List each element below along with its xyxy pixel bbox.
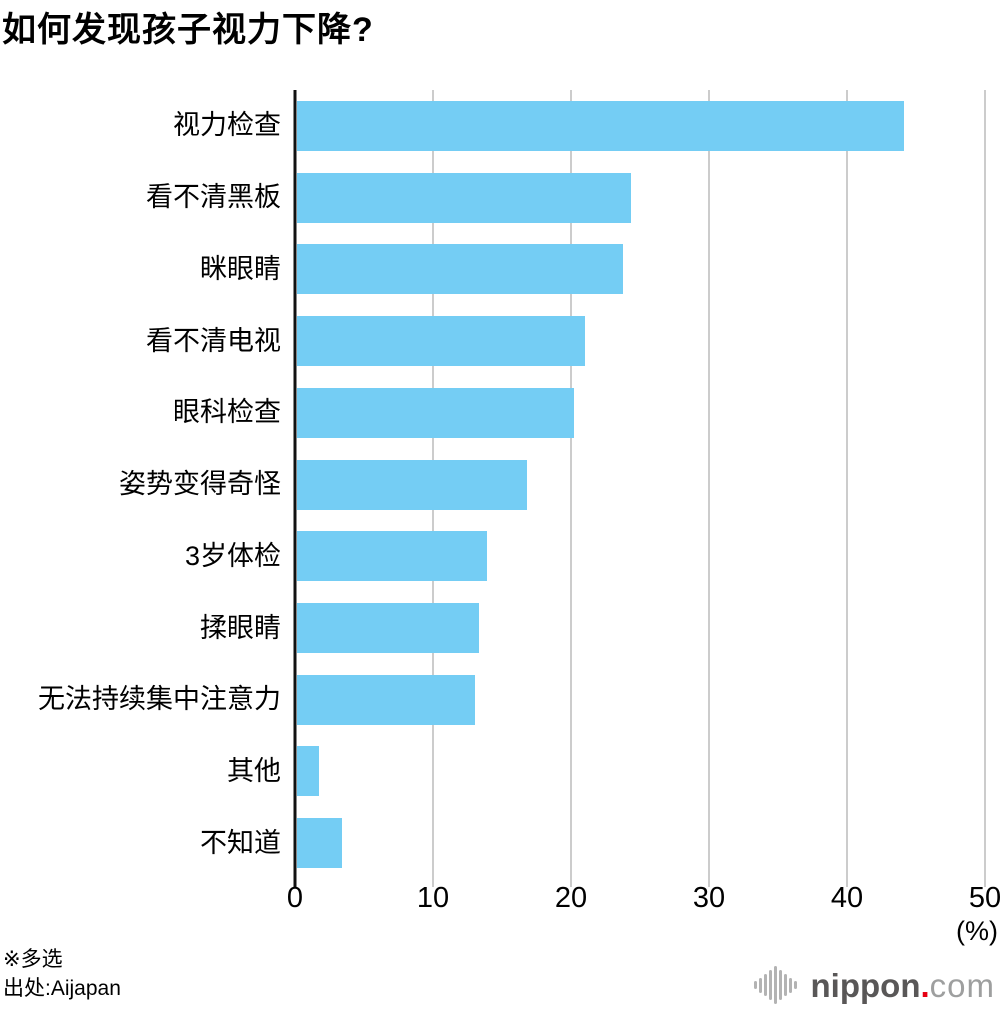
chart-row: 姿势变得奇怪 [0, 449, 985, 521]
bar-track [297, 387, 985, 438]
logo-tld: com [929, 966, 995, 1004]
chart-row: 不知道 [0, 807, 985, 879]
soundwave-bar [773, 966, 777, 1004]
nippon-logo: nippon.com [753, 960, 995, 1010]
logo-brand: nippon [810, 966, 921, 1004]
x-tick-label: 20 [554, 882, 588, 914]
bar-8 [297, 603, 479, 653]
chart-title: 如何发现孩子视力下降? [2, 11, 374, 49]
soundwave-bar [768, 970, 772, 1000]
footnote-multiselect: ※多选 [3, 948, 63, 971]
axis-unit-label: (%) [956, 916, 998, 946]
soundwave-bar [778, 970, 782, 1000]
gridline [570, 90, 572, 887]
chart-row: 揉眼睛 [0, 592, 985, 664]
category-label: 视力检查 [173, 110, 281, 141]
bar-track [297, 746, 985, 797]
soundwave-bar [763, 974, 767, 996]
category-label: 无法持续集中注意力 [38, 684, 281, 715]
bar-track [297, 674, 985, 725]
chart-row: 3岁体检 [0, 520, 985, 592]
bar-11 [297, 818, 343, 869]
category-label: 姿势变得奇怪 [119, 469, 281, 500]
bar-track [297, 100, 985, 151]
y-axis-line [293, 90, 297, 887]
bar-9 [297, 674, 475, 725]
category-label: 看不清黑板 [146, 182, 281, 213]
bar-track [297, 316, 985, 367]
category-label: 揉眼睛 [200, 612, 281, 643]
bar-7 [297, 531, 487, 582]
bar-5 [297, 387, 574, 438]
category-label: 其他 [227, 755, 281, 786]
bar-10 [297, 746, 320, 797]
x-tick-label: 30 [692, 882, 726, 914]
category-label: 看不清电视 [146, 325, 281, 356]
bar-track [297, 818, 985, 869]
gridline [708, 90, 710, 887]
chart-row: 看不清电视 [0, 305, 985, 377]
soundwave-bar [793, 981, 797, 989]
category-label: 3岁体检 [184, 540, 281, 571]
x-tick-label: 10 [416, 882, 450, 914]
bar-track [297, 459, 985, 510]
bar-3 [297, 244, 624, 295]
bar-1 [297, 100, 904, 151]
bar-track [297, 531, 985, 582]
bar-track [297, 172, 985, 223]
chart-row: 眯眼睛 [0, 233, 985, 305]
soundwave-icon [753, 966, 799, 1004]
bar-track [297, 603, 985, 653]
logo-dot: . [920, 966, 930, 1004]
x-tick-label: 0 [286, 882, 304, 914]
chart-row: 其他 [0, 736, 985, 808]
bar-2 [297, 172, 632, 223]
soundwave-bar [788, 977, 792, 993]
chart-row: 视力检查 [0, 90, 985, 162]
bar-track [297, 244, 985, 295]
footnotes: ※多选 出处:Aijapan [3, 946, 121, 1004]
category-label: 不知道 [200, 827, 281, 858]
chart-row: 无法持续集中注意力 [0, 664, 985, 736]
category-label: 眼科检查 [173, 397, 281, 428]
chart-row: 眼科检查 [0, 377, 985, 449]
gridline [984, 90, 986, 887]
bar-4 [297, 316, 585, 367]
soundwave-bar [753, 981, 757, 989]
x-tick-label: 50 [968, 882, 1000, 914]
logo-text: nippon.com [811, 969, 995, 1002]
bar-6 [297, 459, 527, 510]
chart-row: 看不清黑板 [0, 162, 985, 234]
gridline [846, 90, 848, 887]
category-label: 眯眼睛 [200, 253, 281, 284]
bar-chart: 视力检查看不清黑板眯眼睛看不清电视眼科检查姿势变得奇怪 3岁体检揉眼睛无法持续集中… [0, 90, 1000, 970]
soundwave-bar [758, 977, 762, 993]
bar-rows: 视力检查看不清黑板眯眼睛看不清电视眼科检查姿势变得奇怪 3岁体检揉眼睛无法持续集中… [0, 90, 985, 879]
soundwave-bar [783, 974, 787, 996]
x-tick-label: 40 [830, 882, 864, 914]
footnote-source: 出处:Aijapan [3, 976, 121, 1000]
